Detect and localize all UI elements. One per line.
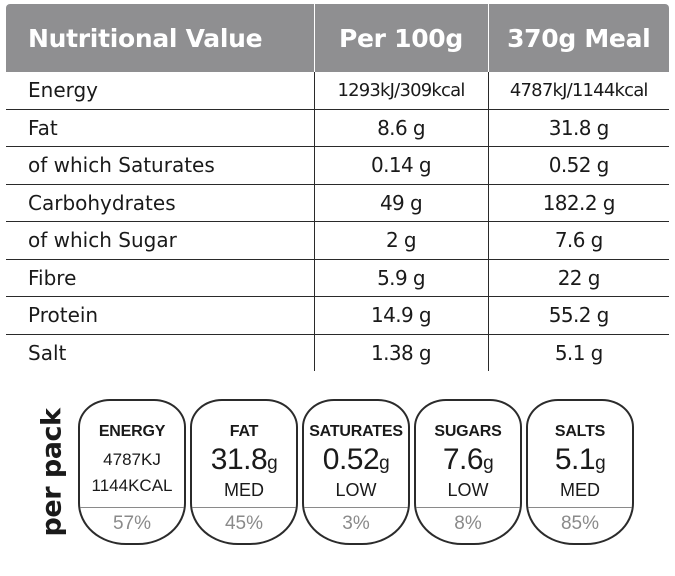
row-label: of which Saturates bbox=[6, 146, 315, 185]
row-per-100g: 8.6 g bbox=[314, 109, 489, 147]
badge-salts-value: 5.1 bbox=[554, 443, 596, 476]
badge-salts-percent: 85% bbox=[560, 513, 600, 534]
badge-divider bbox=[80, 507, 184, 508]
badge-sugars-value: 7.6 bbox=[442, 443, 484, 476]
row-label: Fat bbox=[6, 109, 315, 147]
badge-saturates: SATURATES 0.52g LOW 3% bbox=[302, 399, 410, 545]
badge-fat: FAT 31.8g MED 45% bbox=[190, 399, 298, 545]
badge-salts-level: MED bbox=[560, 480, 600, 500]
row-label: Fibre bbox=[6, 259, 315, 297]
header-nutritional-value: Nutritional Value bbox=[6, 4, 315, 72]
table-row: Fat 8.6 g 31.8 g bbox=[6, 109, 669, 147]
badge-fat-unit: g bbox=[267, 453, 278, 474]
badge-sugars-unit: g bbox=[483, 453, 494, 474]
badge-salts-unit: g bbox=[595, 453, 606, 474]
badge-divider bbox=[416, 507, 520, 508]
row-meal: 5.1 g bbox=[554, 340, 603, 365]
row-meal: 22 g bbox=[488, 259, 669, 297]
row-label: Carbohydrates bbox=[6, 184, 315, 222]
badge-fat-value: 31.8 bbox=[210, 443, 268, 476]
table-row: Energy 1293kJ/309kcal 4787kJ/1144kcal bbox=[6, 72, 669, 110]
row-meal: 7.6 g bbox=[488, 221, 669, 260]
table-header-row: Nutritional Value Per 100g 370g Meal bbox=[6, 4, 669, 72]
row-label: Energy bbox=[6, 72, 315, 110]
row-label: of which Sugar bbox=[6, 221, 315, 260]
table-row: Protein 14.9 g 55.2 g bbox=[6, 296, 669, 335]
badge-energy-kcal: 1144KCAL bbox=[91, 476, 173, 495]
badge-saturates-amount: 0.52g bbox=[304, 443, 408, 481]
badge-salts-title: SALTS bbox=[554, 423, 606, 440]
row-per-100g: 14.9 g bbox=[314, 296, 489, 335]
row-meal: 31.8 g bbox=[488, 109, 669, 147]
table-row: Salt 1.38 g 5.1 g bbox=[6, 334, 669, 371]
badge-saturates-percent: 3% bbox=[342, 513, 370, 534]
row-per-100g: 1293kJ/309kcal bbox=[314, 72, 489, 110]
row-per-100g: 5.9 g bbox=[314, 259, 489, 297]
row-label: Protein bbox=[6, 296, 315, 335]
table-row: Carbohydrates 49 g 182.2 g bbox=[6, 184, 669, 222]
badge-divider bbox=[304, 507, 408, 508]
badge-fat-percent: 45% bbox=[224, 513, 264, 534]
badge-salts: SALTS 5.1g MED 85% bbox=[526, 399, 634, 545]
table-row: of which Saturates 0.14 g 0.52 g bbox=[6, 146, 669, 185]
badge-energy-percent: 57% bbox=[112, 513, 152, 534]
header-meal: 370g Meal bbox=[488, 4, 669, 72]
row-meal: 55.2 g bbox=[488, 296, 669, 335]
badge-saturates-level: LOW bbox=[335, 480, 377, 500]
per-pack-label: per pack bbox=[36, 408, 68, 537]
row-per-100g: 2 g bbox=[314, 221, 489, 260]
table-row: of which Sugar 2 g 7.6 g bbox=[6, 221, 669, 260]
badge-sugars: SUGARS 7.6g LOW 8% bbox=[414, 399, 522, 545]
badge-saturates-value: 0.52 bbox=[322, 443, 380, 476]
row-per-100g: 0.14 g bbox=[314, 146, 489, 185]
badge-fat-amount: 31.8g bbox=[192, 443, 296, 481]
badge-saturates-unit: g bbox=[379, 453, 390, 474]
badge-sugars-title: SUGARS bbox=[434, 423, 502, 440]
table-row: Fibre 5.9 g 22 g bbox=[6, 259, 669, 297]
badge-divider bbox=[528, 507, 632, 508]
badge-energy-kj: 4787KJ bbox=[103, 450, 161, 469]
row-meal: 0.52 g bbox=[488, 146, 669, 185]
row-meal: 4787kJ/1144kcal bbox=[488, 72, 669, 110]
traffic-light-labels: ENERGY 4787KJ 1144KCAL 57% FAT 31.8g MED… bbox=[78, 399, 638, 545]
nutrition-table: Nutritional Value Per 100g 370g Meal Ene… bbox=[6, 4, 669, 371]
badge-fat-level: MED bbox=[224, 480, 264, 500]
row-label: Salt bbox=[6, 334, 315, 371]
row-meal: 182.2 g bbox=[488, 184, 669, 222]
header-per-100g: Per 100g bbox=[314, 4, 489, 72]
badge-sugars-level: LOW bbox=[447, 480, 489, 500]
badge-fat-title: FAT bbox=[229, 423, 259, 440]
badge-sugars-amount: 7.6g bbox=[416, 443, 520, 481]
row-per-100g: 49 g bbox=[314, 184, 489, 222]
row-per-100g: 1.38 g bbox=[314, 334, 489, 371]
badge-energy: ENERGY 4787KJ 1144KCAL 57% bbox=[78, 399, 186, 545]
badge-divider bbox=[192, 507, 296, 508]
badge-saturates-title: SATURATES bbox=[309, 423, 403, 440]
badge-sugars-percent: 8% bbox=[454, 513, 482, 534]
badge-energy-title: ENERGY bbox=[98, 423, 166, 440]
badge-salts-amount: 5.1g bbox=[528, 443, 632, 481]
